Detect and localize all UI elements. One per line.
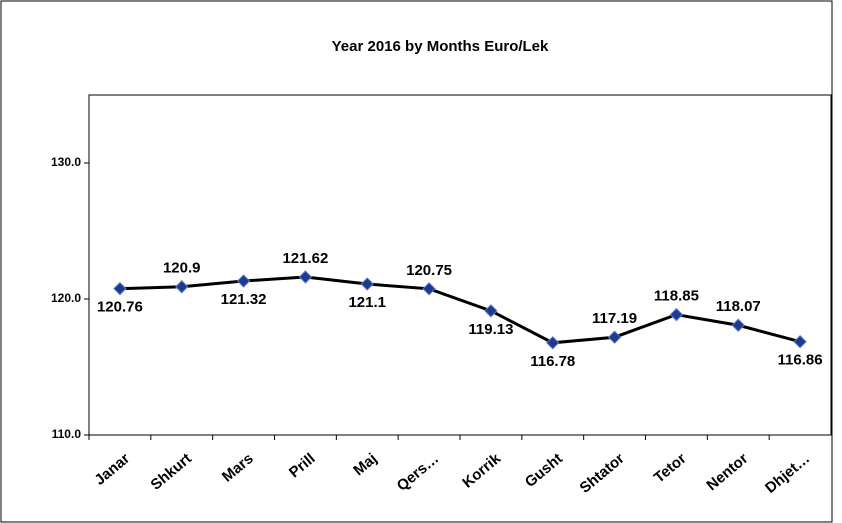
marker: [484, 304, 498, 318]
data-label: 120.9: [163, 260, 201, 277]
data-label: 121.1: [348, 294, 386, 311]
data-label: 117.19: [592, 310, 637, 327]
marker: [422, 282, 436, 296]
data-label: 116.78: [530, 353, 575, 370]
y-tick-label: 110.0: [52, 427, 82, 441]
chart-title: Year 2016 by Months Euro/Lek: [332, 38, 549, 55]
line: [119, 275, 801, 345]
marker: [113, 281, 127, 296]
marker: [546, 336, 560, 350]
marker: [360, 277, 374, 291]
data-label: 120.75: [406, 262, 452, 279]
marker: [669, 307, 684, 322]
marker: [298, 270, 313, 284]
marker: [731, 318, 745, 332]
data-label: 121.62: [282, 250, 328, 267]
data-label: 121.32: [221, 291, 267, 308]
marker: [175, 280, 189, 294]
marker: [607, 330, 622, 344]
y-tick-label: 120.0: [51, 291, 81, 305]
data-label: 120.76: [97, 299, 143, 316]
data-label: 118.07: [716, 298, 761, 315]
data-label: 119.13: [468, 321, 513, 338]
marker: [236, 274, 251, 288]
data-label: 118.85: [654, 288, 699, 305]
data-label: 116.86: [778, 352, 823, 369]
marker: [793, 334, 807, 349]
y-tick-label: 130.0: [51, 155, 81, 169]
